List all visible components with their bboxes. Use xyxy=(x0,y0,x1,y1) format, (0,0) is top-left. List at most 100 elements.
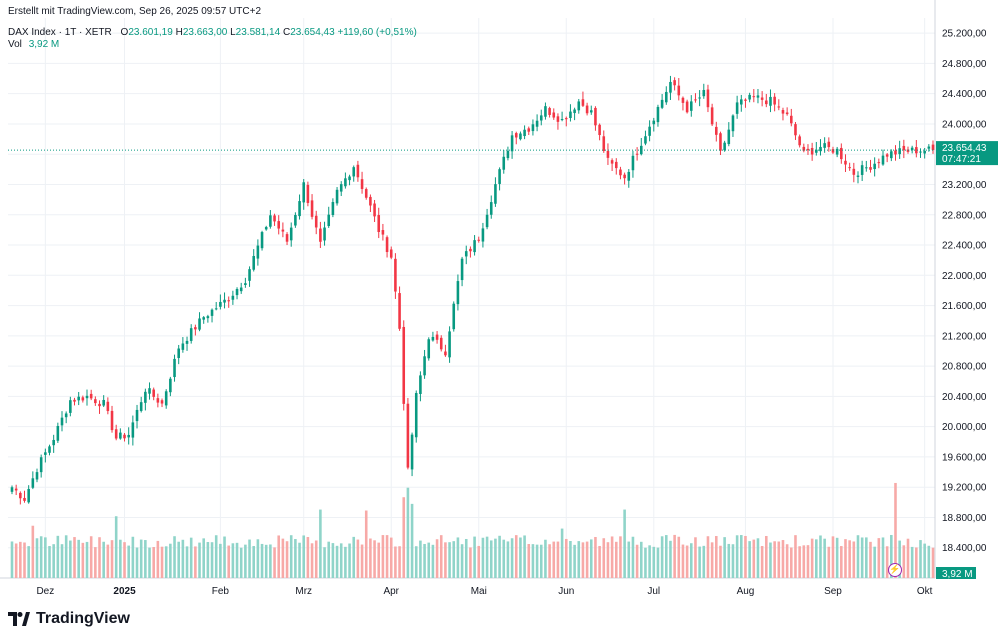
last-price-badge xyxy=(936,141,998,166)
candle-body xyxy=(327,214,331,227)
volume-bar xyxy=(314,540,318,578)
candle-body xyxy=(860,165,864,175)
volume-bar xyxy=(331,543,335,578)
candle-body xyxy=(927,146,931,149)
volume-bar xyxy=(831,536,835,578)
candle-body xyxy=(923,150,926,154)
candle-body xyxy=(60,417,64,426)
time-axis-label: Sep xyxy=(824,586,842,597)
volume-bar xyxy=(394,546,397,578)
candle-body xyxy=(581,99,585,106)
candle-body xyxy=(173,358,176,378)
volume-bar xyxy=(252,546,256,578)
candle-body xyxy=(269,215,272,227)
volume-bar xyxy=(731,544,735,578)
volume-bar xyxy=(77,539,80,578)
candle-body xyxy=(231,295,235,300)
candle-body xyxy=(127,434,130,438)
volume-bar xyxy=(389,537,393,578)
volume-bar xyxy=(202,538,205,578)
candle-body xyxy=(398,293,401,329)
low-value: 23.581,14 xyxy=(235,27,281,38)
volume-bar xyxy=(248,539,251,578)
candle-body xyxy=(656,106,660,123)
candle-body xyxy=(885,154,889,157)
candle-body xyxy=(865,167,868,169)
candle-body xyxy=(44,452,47,455)
volume-bar xyxy=(827,546,831,578)
volume-bar xyxy=(460,544,464,578)
candle-body xyxy=(756,95,760,98)
candle-body xyxy=(869,167,872,170)
created-with-label: Erstellt mit TradingView.com, Sep 26, 20… xyxy=(8,6,262,17)
volume-bar xyxy=(698,546,701,578)
candle-body xyxy=(352,167,356,177)
volume-bar xyxy=(494,538,497,578)
candle-body xyxy=(664,91,668,103)
price-tick-label: 20.800,00 xyxy=(942,362,987,373)
volume-bar xyxy=(748,541,751,578)
volume-bar xyxy=(398,546,401,578)
time-axis-label: Jul xyxy=(647,586,660,597)
candle-body xyxy=(710,107,714,125)
volume-bar xyxy=(302,535,306,578)
candle-body xyxy=(431,336,435,341)
time-axis-label: Dez xyxy=(36,586,54,597)
volume-bar xyxy=(44,537,47,578)
candle-body xyxy=(339,184,343,192)
candle-body xyxy=(114,429,118,439)
volume-bar xyxy=(873,546,876,578)
candle-body xyxy=(840,147,843,160)
volume-bar xyxy=(160,546,164,578)
volume-bar xyxy=(219,543,222,578)
volume-bar xyxy=(452,541,456,578)
volume-bar xyxy=(289,535,293,578)
candle-body xyxy=(202,317,205,320)
candle-body xyxy=(264,227,268,230)
candle-body xyxy=(89,393,93,399)
tradingview-brand[interactable]: TradingView xyxy=(8,610,130,628)
candle-body xyxy=(589,110,593,113)
candle-body xyxy=(310,200,314,217)
candle-body xyxy=(715,126,718,135)
high-value: 23.663,00 xyxy=(182,27,228,38)
candle-body xyxy=(652,120,656,125)
volume-bar xyxy=(677,536,681,578)
volume-bar xyxy=(585,541,589,578)
candle-body xyxy=(740,99,743,105)
volume-bar xyxy=(765,535,768,578)
candle-body xyxy=(448,331,451,358)
candle-body xyxy=(369,196,372,206)
volume-bar xyxy=(481,537,485,578)
candle-body xyxy=(473,240,476,253)
candle-body xyxy=(102,399,105,406)
candle-body xyxy=(48,446,51,453)
candle-body xyxy=(248,269,251,281)
time-axis-label: Apr xyxy=(383,586,399,597)
volume-bar xyxy=(381,535,385,578)
volume-bar xyxy=(581,542,585,578)
volume-bar xyxy=(469,547,472,578)
candle-body xyxy=(144,391,147,403)
flash-icon[interactable]: ⚡ xyxy=(888,563,902,577)
volume-bar xyxy=(627,541,631,578)
volume-bar xyxy=(414,546,418,578)
candle-body xyxy=(198,318,201,330)
candle-body xyxy=(606,151,610,158)
volume-bar xyxy=(685,545,689,578)
volume-bar xyxy=(281,538,285,578)
candle-body xyxy=(464,251,468,257)
candle-body xyxy=(319,228,322,242)
candle-body xyxy=(915,147,918,154)
candle-body xyxy=(510,135,514,152)
volume-bar xyxy=(544,539,547,578)
volume-bar xyxy=(156,540,160,578)
candle-body xyxy=(439,337,443,350)
volume-bar xyxy=(19,541,22,578)
candle-body xyxy=(185,340,189,344)
candle-body xyxy=(98,403,101,407)
volume-bar xyxy=(10,541,14,578)
volume-bar xyxy=(798,546,801,578)
symbol-label[interactable]: DAX Index · 1T · XETR xyxy=(8,27,112,38)
